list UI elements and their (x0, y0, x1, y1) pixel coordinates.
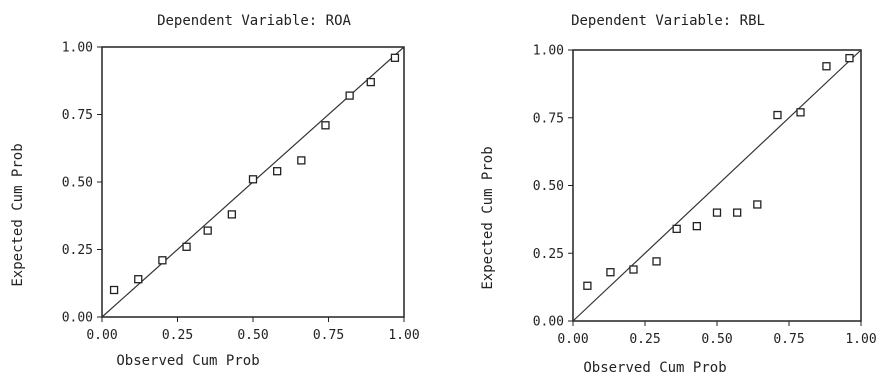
data-point (158, 256, 167, 265)
data-point (773, 110, 782, 120)
x-axis-label: Observed Cum Prob (583, 360, 726, 376)
y-tick-label: 0.25 (533, 247, 564, 262)
y-tick-label: 0.75 (533, 111, 564, 126)
x-tick-label: 0.25 (629, 332, 660, 347)
data-point (672, 224, 681, 234)
x-tick-label: 1.00 (845, 332, 876, 347)
data-point (796, 108, 805, 117)
chart-title: Dependent Variable: ROA (157, 13, 351, 29)
data-point (227, 210, 237, 219)
data-point (606, 268, 615, 277)
data-point (822, 62, 831, 71)
y-tick-label: 0.50 (62, 176, 93, 191)
chart-title: Dependent Variable: RBL (571, 13, 765, 29)
data-point (652, 257, 661, 266)
data-point (321, 121, 330, 130)
data-point (297, 156, 306, 165)
reference-diagonal-line (572, 49, 862, 322)
y-axis-label: Expected Cum Prob (480, 146, 496, 289)
x-tick-label: 1.00 (388, 328, 419, 343)
y-tick-label: 0.00 (533, 315, 564, 330)
data-point (712, 208, 722, 217)
data-point (845, 53, 854, 63)
x-axis-label: Observed Cum Prob (116, 353, 259, 369)
chart-roa: Dependent Variable: ROA 0.00 0.25 0.50 0.75… (10, 13, 420, 369)
data-point (629, 265, 638, 274)
data-point (182, 242, 191, 251)
x-tick-label: 0.75 (313, 328, 344, 343)
x-tick-label: 0.00 (557, 332, 588, 347)
x-tick-label: 0.50 (701, 332, 732, 347)
x-tick-label: 0.75 (773, 332, 804, 347)
data-point (134, 275, 143, 284)
y-tick-label: 0.00 (62, 311, 93, 326)
data-point (273, 167, 282, 176)
y-axis-label: Expected Cum Prob (10, 143, 26, 286)
data-point (109, 285, 119, 295)
data-point (203, 226, 212, 235)
data-point (583, 281, 592, 290)
data-point (753, 200, 762, 209)
y-tick-label: 0.75 (62, 108, 93, 123)
data-point (733, 208, 742, 217)
y-tick-label: 0.50 (533, 179, 564, 194)
y-tick-label: 0.25 (62, 243, 93, 258)
x-tick-label: 0.25 (162, 328, 193, 343)
data-point (248, 175, 258, 184)
data-point (345, 91, 354, 100)
y-tick-label: 1.00 (62, 41, 93, 56)
data-point (366, 77, 375, 87)
y-tick-label: 1.00 (533, 44, 564, 59)
data-point (390, 53, 400, 62)
data-point (692, 221, 701, 231)
x-tick-label: 0.50 (237, 328, 268, 343)
chart-rbl: Dependent Variable: RBL 0.00 0.25 0.50 0.75… (480, 13, 877, 376)
x-tick-label: 0.00 (86, 328, 117, 343)
